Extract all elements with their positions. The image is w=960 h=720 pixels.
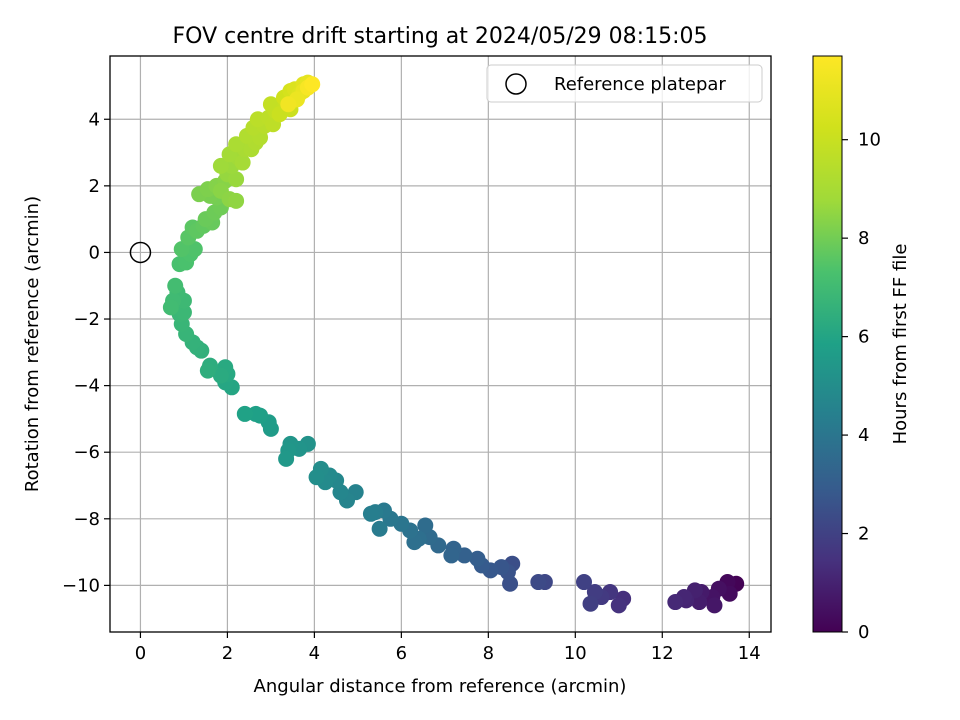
x-axis: 0 2 4 6 8 10 12 14 — [135, 632, 761, 664]
data-point — [308, 469, 325, 486]
colorbar-tick-label: 8 — [858, 228, 869, 249]
y-tick-label: −2 — [73, 309, 100, 330]
data-point — [236, 405, 253, 422]
data-point — [228, 136, 245, 153]
data-point — [212, 157, 229, 174]
y-axis: −10 −8 −6 −4 −2 0 2 4 — [62, 109, 110, 596]
data-point — [162, 299, 179, 316]
y-tick-label: −8 — [73, 509, 100, 530]
reference-marker — [129, 241, 152, 264]
x-tick-label: 0 — [135, 643, 146, 664]
colorbar-tick-label: 10 — [858, 130, 881, 151]
data-point — [175, 304, 192, 321]
x-axis-label: Angular distance from reference (arcmin) — [254, 676, 627, 697]
reference-point — [129, 241, 152, 264]
y-tick-label: 2 — [89, 176, 100, 197]
colorbar-label: Hours from first FF file — [890, 244, 911, 445]
data-point — [530, 574, 547, 591]
colorbar-tick-label: 2 — [858, 524, 869, 545]
x-tick-label: 2 — [222, 643, 233, 664]
x-tick-label: 14 — [738, 643, 761, 664]
data-point — [582, 595, 599, 612]
y-tick-label: −6 — [73, 442, 100, 463]
data-point — [469, 550, 486, 567]
data-point — [173, 241, 190, 258]
data-point — [706, 597, 723, 614]
colorbar: 0 2 4 6 8 10 Hours from first FF file — [812, 55, 911, 643]
x-tick-label: 12 — [651, 643, 674, 664]
legend-label-reference: Reference platepar — [554, 74, 726, 95]
x-tick-label: 4 — [309, 643, 320, 664]
legend-marker-reference — [505, 73, 527, 95]
x-tick-label: 10 — [564, 643, 587, 664]
data-point — [228, 171, 245, 188]
y-tick-label: 0 — [89, 242, 100, 263]
y-tick-label: −4 — [73, 376, 100, 397]
data-point — [576, 574, 593, 591]
chart-title: FOV centre drift starting at 2024/05/29 … — [173, 24, 708, 49]
colorbar-gradient — [812, 55, 843, 633]
data-point — [228, 192, 245, 209]
data-point — [417, 517, 434, 534]
colorbar-tick-label: 0 — [858, 622, 869, 643]
data-point — [167, 277, 184, 294]
data-point — [199, 362, 216, 379]
x-tick-label: 6 — [396, 643, 407, 664]
data-point — [610, 597, 627, 614]
plot-frame — [109, 55, 772, 633]
legend-box — [486, 64, 763, 103]
scatter-points — [162, 74, 745, 614]
data-point — [280, 96, 297, 113]
x-tick-label: 8 — [483, 643, 494, 664]
data-point — [362, 505, 379, 522]
data-point — [212, 367, 229, 384]
data-point — [443, 547, 460, 564]
data-point — [304, 76, 321, 93]
data-point — [186, 241, 203, 258]
legend: Reference platepar — [486, 64, 763, 103]
y-tick-label: −10 — [62, 575, 100, 596]
colorbar-tick-label: 4 — [858, 425, 869, 446]
y-tick-label: 4 — [89, 109, 100, 130]
y-axis-label: Rotation from reference (arcmin) — [22, 196, 43, 492]
colorbar-tick-label: 6 — [858, 327, 869, 348]
data-point — [371, 520, 388, 537]
data-point — [278, 450, 295, 467]
data-point — [234, 154, 251, 171]
data-point — [667, 594, 684, 611]
colorbar-ticks: 0 2 4 6 8 10 — [842, 130, 881, 643]
